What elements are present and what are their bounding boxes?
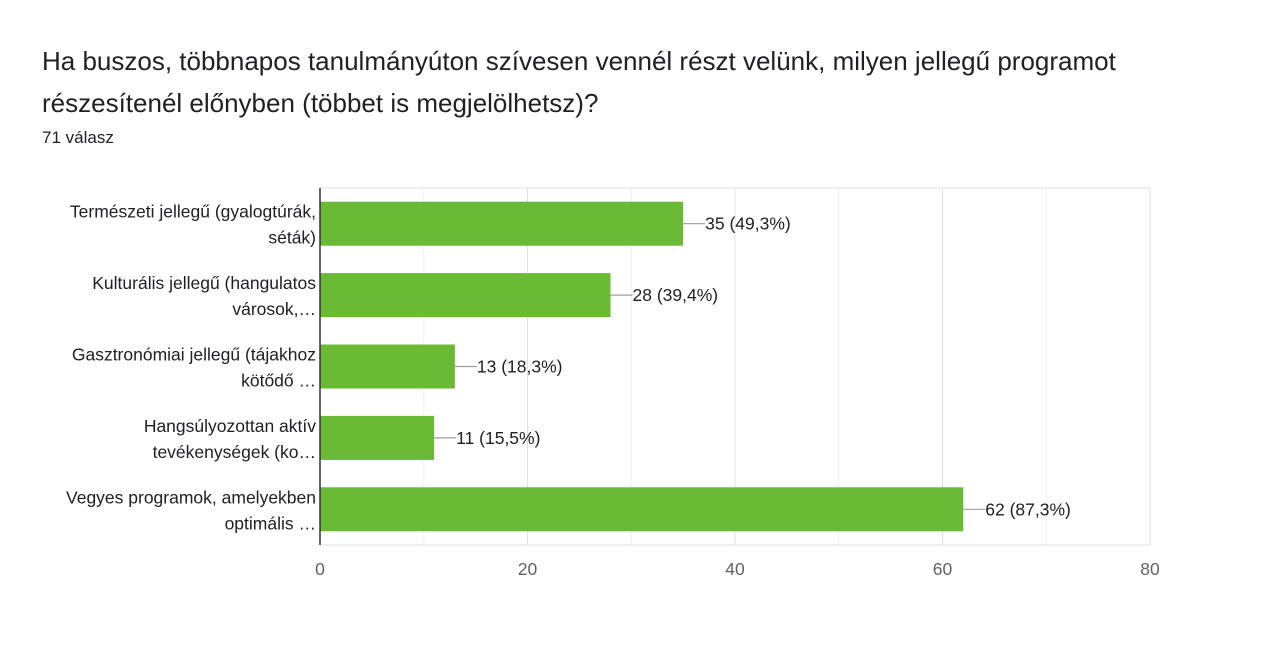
category-label: Kulturális jellegű (hangulatos (92, 273, 316, 293)
category-label: kötődő … (241, 371, 316, 391)
x-tick-label: 40 (725, 559, 745, 579)
category-label: Hangsúlyozottan aktív (144, 416, 316, 436)
bar (320, 345, 455, 389)
bar (320, 273, 611, 317)
x-tick-label: 0 (315, 559, 325, 579)
category-label: séták) (268, 228, 316, 248)
category-label: Gasztronómiai jellegű (tájakhoz (72, 345, 316, 365)
x-tick-label: 80 (1140, 559, 1160, 579)
data-label: 28 (39,4%) (633, 285, 719, 305)
category-label: optimális … (225, 513, 316, 533)
bar (320, 416, 434, 460)
category-label: Természeti jellegű (gyalogtúrák, (70, 202, 316, 222)
bar (320, 487, 963, 531)
bar (320, 202, 683, 246)
data-label: 13 (18,3%) (477, 357, 563, 377)
category-label: városok,… (232, 299, 316, 319)
data-label: 35 (49,3%) (705, 214, 791, 234)
category-label: Vegyes programok, amelyekben (66, 487, 316, 507)
data-label: 62 (87,3%) (985, 499, 1071, 519)
data-label: 11 (15,5%) (456, 428, 540, 448)
x-tick-label: 20 (518, 559, 538, 579)
category-label: tevékenységek (ko… (153, 442, 316, 462)
x-tick-label: 60 (933, 559, 953, 579)
